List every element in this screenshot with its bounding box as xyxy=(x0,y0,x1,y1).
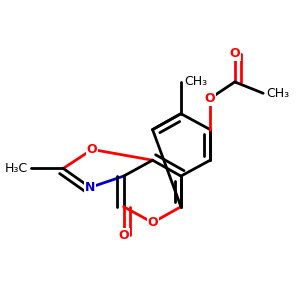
Text: CH₃: CH₃ xyxy=(266,87,289,100)
Text: O: O xyxy=(147,216,158,229)
Text: O: O xyxy=(230,47,240,60)
Text: O: O xyxy=(87,143,98,156)
Text: O: O xyxy=(205,92,215,105)
Text: N: N xyxy=(85,181,95,194)
Text: CH₃: CH₃ xyxy=(184,75,207,88)
Text: H₃C: H₃C xyxy=(5,162,28,175)
Text: O: O xyxy=(118,229,129,242)
